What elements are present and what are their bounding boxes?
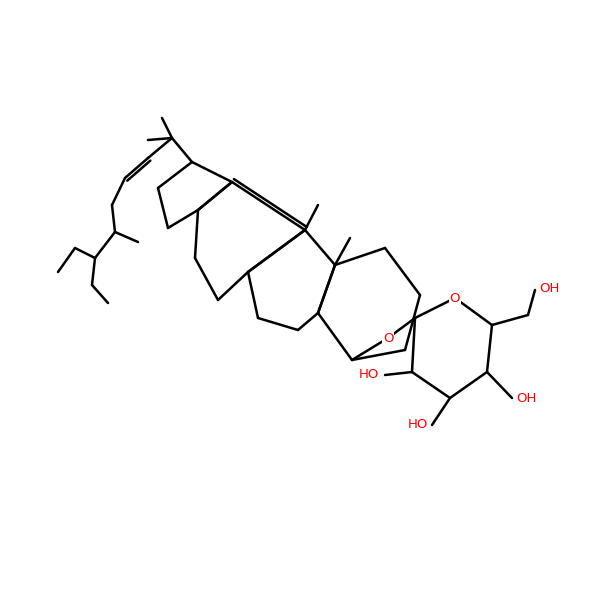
- Text: HO: HO: [407, 419, 428, 431]
- Text: OH: OH: [539, 281, 559, 295]
- Text: O: O: [383, 331, 393, 344]
- Text: O: O: [450, 292, 460, 304]
- Text: OH: OH: [516, 391, 536, 404]
- Text: HO: HO: [359, 368, 379, 382]
